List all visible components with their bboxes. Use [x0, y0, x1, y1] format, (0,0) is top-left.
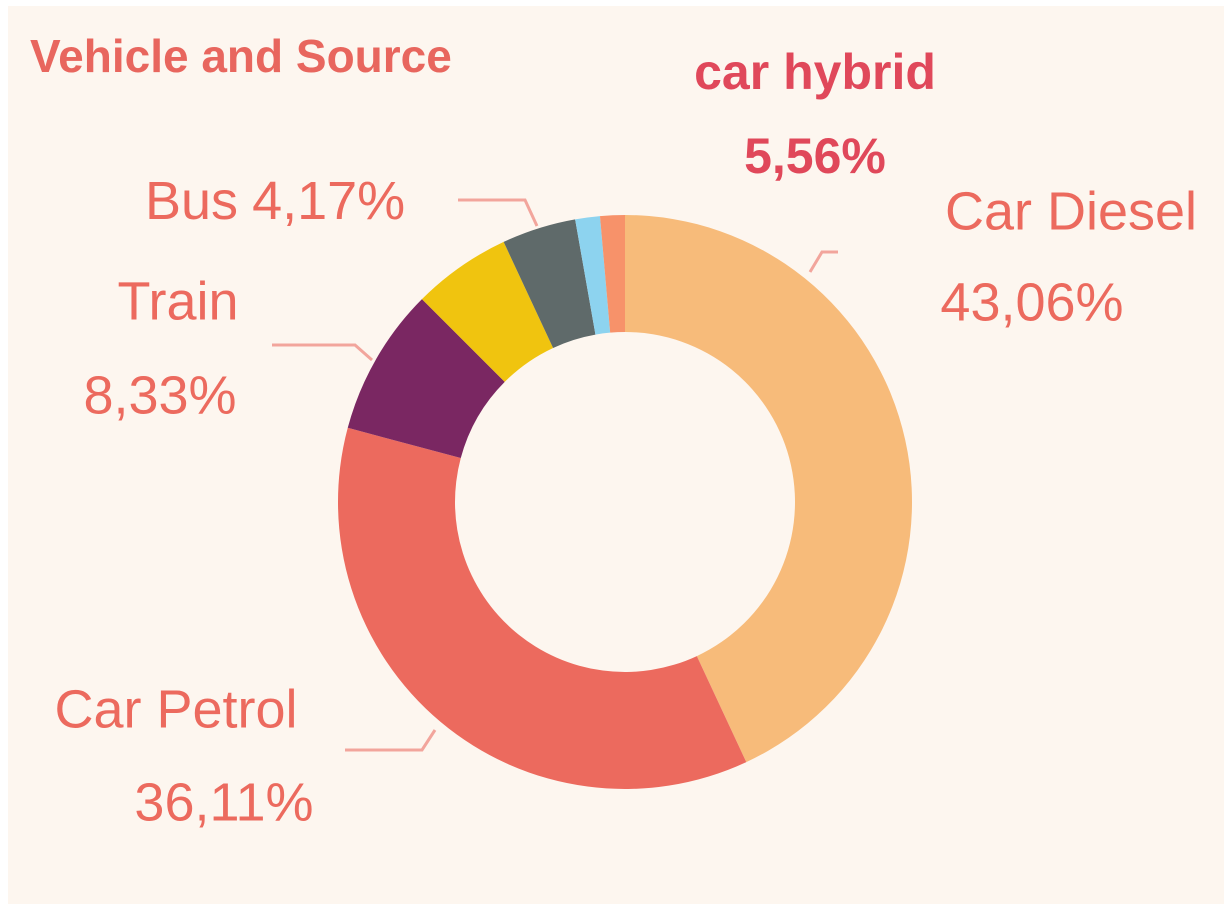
donut-slice	[347, 299, 505, 459]
category-label: Car Diesel	[945, 181, 1197, 241]
value-label: 36,11%	[134, 772, 313, 832]
value-label: 5,56%	[744, 128, 886, 184]
value-label: 8,33%	[83, 365, 236, 425]
leader-line	[272, 343, 373, 362]
leader-line	[345, 729, 437, 752]
category-label: Train	[117, 271, 238, 331]
leader-line	[458, 198, 539, 227]
donut-slice	[599, 215, 625, 333]
leader-line	[808, 250, 838, 273]
value-label: 43,06%	[940, 272, 1123, 332]
donut-slice	[337, 427, 747, 789]
data-label: Bus 4,17%	[145, 171, 405, 231]
value-label: 4,17%	[252, 171, 405, 231]
donut-slice	[575, 216, 611, 335]
category-label: car hybrid	[694, 44, 936, 100]
category-label: Bus	[145, 171, 238, 231]
category-label: Car Petrol	[54, 679, 297, 739]
donut-slice	[503, 219, 596, 348]
donut-slice	[421, 241, 554, 382]
chart-title: Vehicle and Source	[30, 30, 452, 82]
donut-slice	[625, 215, 913, 763]
